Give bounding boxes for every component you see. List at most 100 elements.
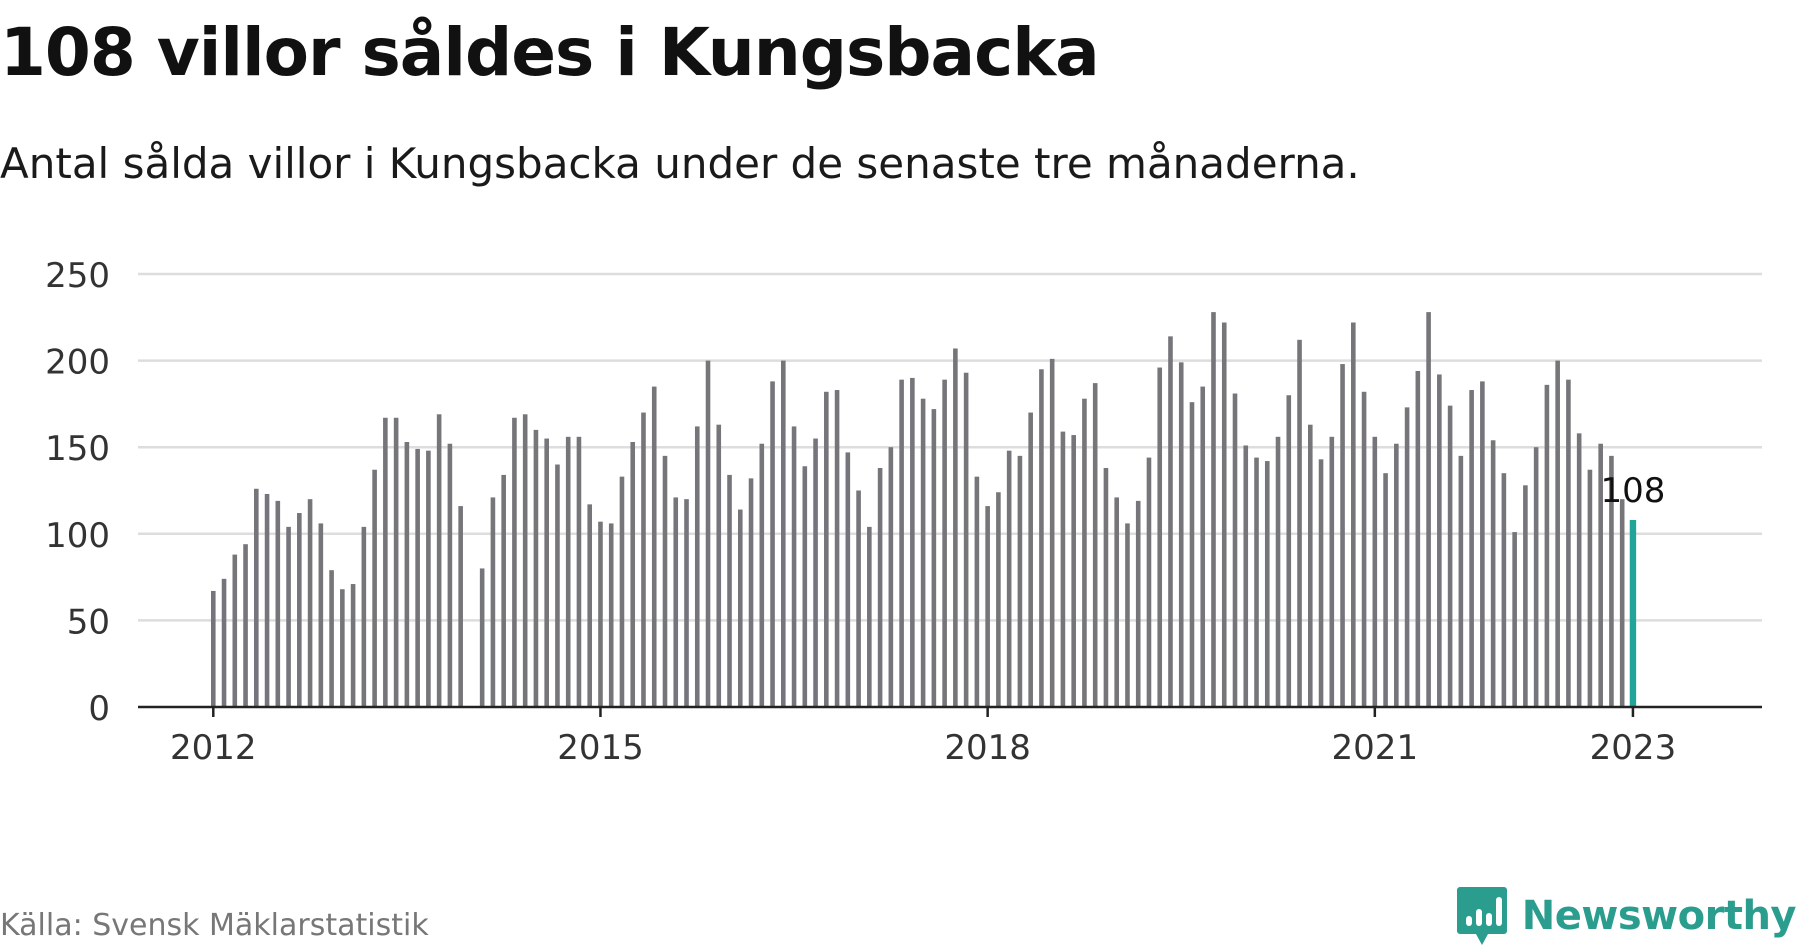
- bar: [694, 426, 700, 707]
- bar: [426, 450, 431, 707]
- bar: [791, 426, 797, 707]
- bar: [888, 447, 894, 707]
- data-label: 108: [1600, 471, 1665, 511]
- bar: [1297, 339, 1302, 707]
- bar: [1340, 364, 1345, 707]
- bar: [221, 578, 227, 707]
- bar: [1243, 445, 1249, 707]
- bar: [297, 513, 302, 707]
- chart-subtitle: Antal sålda villor i Kungsbacka under de…: [0, 139, 1360, 188]
- bar: [1480, 381, 1485, 707]
- y-tick-label: 50: [67, 602, 110, 642]
- bar: [963, 372, 969, 707]
- bar: [1318, 459, 1324, 707]
- bar: [1372, 436, 1378, 707]
- bar: [1383, 473, 1388, 707]
- bar: [275, 500, 281, 707]
- bar: [329, 570, 334, 707]
- bar: [1576, 433, 1582, 707]
- axes: [138, 705, 1762, 717]
- bar: [286, 526, 291, 707]
- bar: [1049, 358, 1055, 707]
- bar: [1329, 436, 1335, 707]
- bar: [522, 414, 528, 707]
- bar: [1544, 384, 1550, 707]
- bar: [684, 499, 689, 707]
- bar: [942, 379, 947, 707]
- bar: [1168, 336, 1173, 707]
- bar: [1458, 455, 1464, 707]
- bar: [307, 499, 313, 707]
- bar: [1211, 312, 1216, 707]
- bar: [716, 424, 722, 707]
- bar: [587, 504, 593, 707]
- x-tick-label: 2018: [944, 728, 1031, 768]
- bar: [1060, 431, 1066, 707]
- bar: [544, 438, 549, 707]
- bar: [1523, 485, 1528, 707]
- bar: [565, 436, 571, 707]
- x-tick-label: 2021: [1332, 728, 1419, 768]
- bar: [1135, 500, 1141, 707]
- bar: [802, 466, 808, 707]
- bar: [1619, 499, 1625, 707]
- bar: [845, 452, 851, 707]
- bar: [651, 386, 657, 707]
- y-tick-label: 200: [45, 343, 110, 383]
- bar: [1006, 450, 1012, 707]
- bar: [1426, 312, 1431, 707]
- bar: [404, 442, 410, 707]
- bar: [1200, 386, 1206, 707]
- bar: [1447, 405, 1453, 707]
- newsworthy-logo-icon: [1456, 887, 1507, 945]
- bar: [512, 417, 517, 707]
- bar: [1609, 455, 1614, 707]
- bar: [899, 379, 904, 707]
- bar: [856, 490, 861, 707]
- bar: [1189, 402, 1195, 707]
- bar: [641, 412, 646, 707]
- bar: [867, 526, 872, 707]
- bar: [727, 474, 732, 707]
- bar: [1178, 362, 1184, 707]
- tick-labels: 0 50 100 150 200 250 108 2012 2015 2018 2021 2023: [45, 256, 1676, 768]
- bar: [1361, 391, 1367, 707]
- brand-logo: Newsworthy: [1456, 885, 1797, 947]
- y-tick-label: 100: [45, 516, 110, 556]
- bar: [1221, 322, 1227, 707]
- bar: [436, 414, 442, 707]
- gridlines: [138, 272, 1762, 622]
- bar: [748, 478, 754, 707]
- bar: [1587, 469, 1593, 707]
- bar: [243, 544, 248, 707]
- bar: [576, 436, 582, 707]
- x-tick-label: 2012: [170, 728, 257, 768]
- y-tick-label: 0: [88, 689, 110, 729]
- bar: [361, 526, 367, 707]
- bar: [479, 568, 485, 707]
- chart-title: 108 villor såldes i Kungsbacka: [0, 14, 1100, 91]
- bar: [1254, 457, 1259, 707]
- bar: [210, 590, 216, 707]
- bar: [254, 488, 259, 707]
- bar: [920, 398, 926, 707]
- bar: [264, 493, 270, 707]
- bar: [931, 409, 937, 707]
- bar: [1103, 467, 1109, 707]
- bar: [1394, 443, 1399, 707]
- bar: [340, 589, 345, 707]
- bar-chart: 0 50 100 150 200 250 108 2012 2015 2018 2021 2023: [45, 256, 1762, 768]
- bar: [813, 438, 818, 707]
- bar: [953, 348, 958, 707]
- bar: [1437, 374, 1442, 707]
- bar: [1512, 532, 1517, 707]
- x-tick-label: 2023: [1590, 728, 1677, 768]
- bar: [1555, 360, 1560, 707]
- bar: [1286, 395, 1292, 707]
- bar: [1598, 443, 1603, 707]
- bar: [458, 506, 463, 707]
- bar: [490, 497, 496, 707]
- bar: [1404, 407, 1410, 707]
- bar: [1232, 393, 1238, 707]
- bar: [555, 464, 560, 707]
